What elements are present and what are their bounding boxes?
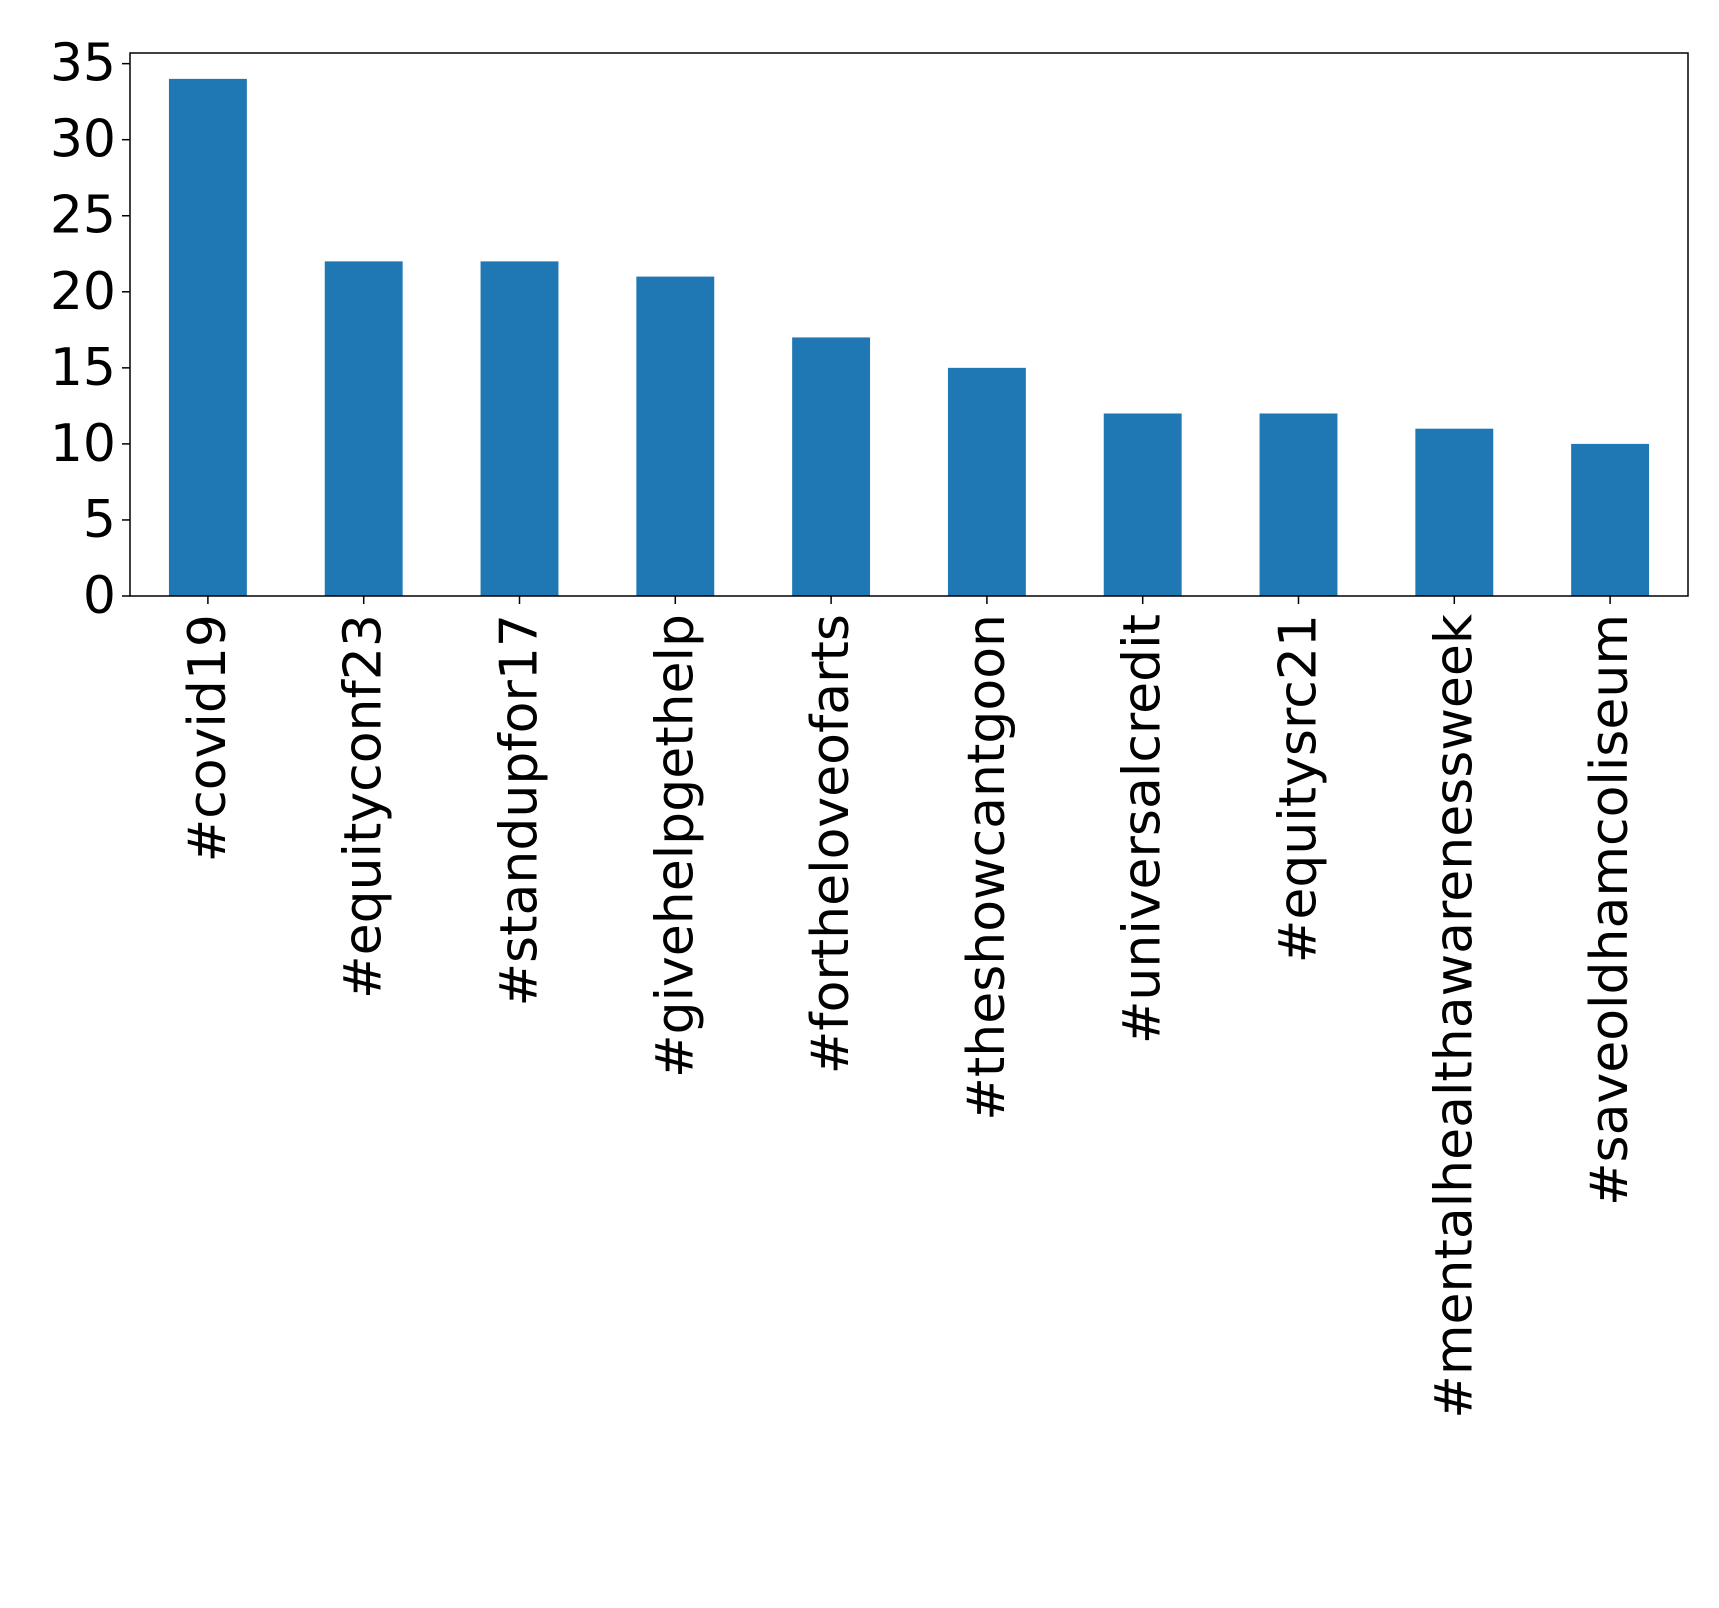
y-tick-label: 25	[50, 186, 116, 246]
bar-equityconf23	[324, 261, 403, 596]
x-tick-label: #standupfor17	[490, 614, 550, 1007]
bar-theshowcantgoon	[947, 367, 1026, 596]
bars-group	[168, 78, 1650, 597]
bar-givehelpgethelp	[636, 276, 715, 596]
y-tick-label: 20	[50, 262, 116, 322]
x-tick-label: #equitysrc21	[1269, 614, 1329, 963]
x-tick-label: #equityconf23	[334, 614, 394, 999]
bar-saveoldhamcoliseum	[1571, 443, 1650, 596]
x-tick-label: #theshowcantgoon	[957, 614, 1017, 1121]
y-tick-label: 5	[83, 490, 116, 550]
x-tick-label: #saveoldhamcoliseum	[1580, 614, 1640, 1206]
plot-frame	[129, 52, 1689, 597]
bar-equitysrc21	[1259, 413, 1338, 596]
y-axis: 0 5 10 15 20 25 30 35	[50, 34, 130, 626]
y-tick-label: 15	[50, 338, 116, 398]
bar-universalcredit	[1103, 413, 1182, 596]
bar-mentalhealthawarenessweek	[1415, 428, 1494, 596]
bar-fortheloveofarts	[792, 337, 871, 596]
y-tick-label: 0	[83, 566, 116, 626]
x-tick-label: #universalcredit	[1113, 614, 1173, 1044]
y-tick-label: 10	[50, 414, 116, 474]
x-tick-label: #covid19	[178, 614, 238, 862]
bar-standupfor17	[480, 261, 559, 596]
bar-covid19	[168, 78, 247, 597]
y-tick-label: 30	[50, 110, 116, 170]
x-axis: #covid19 #equityconf23 #standupfor17 #giveh…	[178, 596, 1640, 1419]
x-tick-label: #givehelpgethelp	[645, 614, 705, 1078]
x-tick-label: #fortheloveofarts	[801, 614, 861, 1074]
y-tick-label: 35	[50, 34, 116, 94]
x-tick-label: #mentalhealthawarenessweek	[1424, 614, 1484, 1419]
